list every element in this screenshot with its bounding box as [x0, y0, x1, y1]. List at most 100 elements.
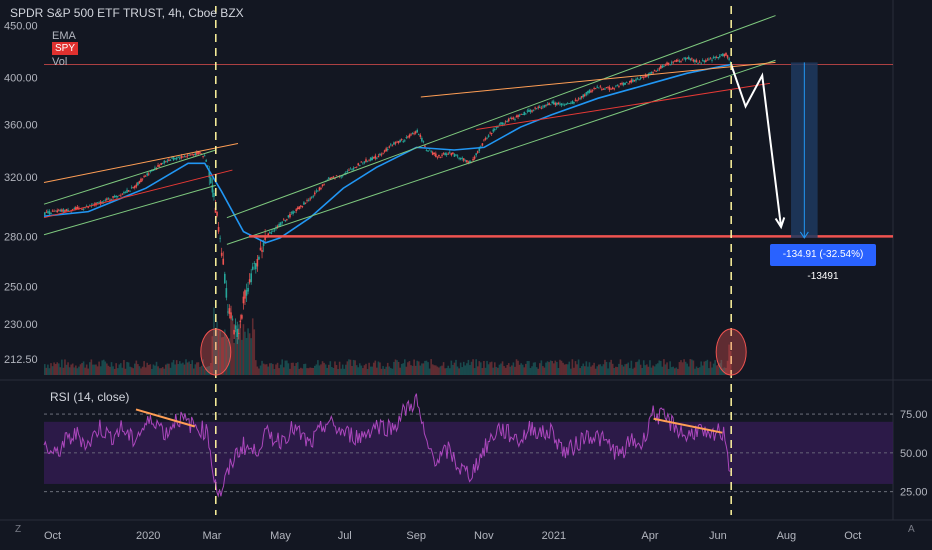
candle-body — [143, 176, 145, 178]
candle-body — [503, 123, 505, 125]
volume-bar — [298, 368, 301, 375]
volume-bar — [81, 362, 83, 375]
candle-body — [205, 160, 207, 162]
volume-bar — [85, 364, 88, 375]
ema-label: EMA — [52, 30, 76, 42]
candle-body — [123, 192, 125, 194]
volume-bar — [461, 367, 464, 375]
volume-bar — [262, 363, 265, 375]
volume-bar — [199, 366, 201, 375]
candle-body — [534, 107, 536, 109]
volume-bar — [196, 362, 198, 375]
volume-bar — [456, 366, 459, 375]
volume-bar — [687, 366, 690, 375]
volume-bar — [267, 366, 270, 375]
candle-body — [639, 77, 642, 79]
candle-body — [646, 74, 648, 77]
candle-body — [85, 205, 88, 207]
volume-bar — [174, 364, 176, 375]
candle-body — [675, 60, 678, 62]
candle-body — [618, 86, 620, 87]
volume-bar — [154, 365, 156, 375]
volume-bar — [571, 359, 574, 375]
volume-bar — [300, 367, 302, 375]
volume-bar — [506, 365, 509, 375]
candle-body — [75, 207, 77, 210]
volume-bar — [67, 362, 69, 375]
candle-body — [399, 140, 401, 143]
candle-body — [677, 60, 679, 61]
price-tick-label: 400.00 — [4, 73, 38, 85]
volume-bar — [413, 359, 415, 375]
candle-body — [666, 62, 668, 65]
candle-body — [542, 106, 544, 108]
volume-bar — [75, 365, 77, 375]
candle-body — [216, 212, 218, 216]
candle-body — [374, 155, 377, 159]
volume-bar — [310, 367, 313, 375]
candle-body — [282, 219, 285, 221]
volume-bar — [113, 368, 116, 375]
volume-bar — [324, 364, 327, 375]
timezone-icon[interactable]: Z — [15, 524, 22, 535]
volume-bar — [684, 361, 687, 375]
candle-body — [658, 68, 661, 70]
time-tick-label: Jul — [338, 530, 352, 542]
candle-body — [633, 79, 636, 82]
candle-body — [717, 57, 720, 59]
volume-bar — [92, 364, 94, 375]
candle-body — [664, 64, 667, 66]
candle-body — [278, 224, 280, 227]
auto-scale-icon[interactable]: A — [908, 524, 915, 535]
volume-bar — [585, 361, 588, 375]
candle-body — [720, 54, 723, 56]
volume-bar — [419, 365, 422, 375]
volume-bar — [200, 365, 203, 375]
volume-bar — [666, 362, 668, 375]
candle-body — [435, 153, 437, 157]
volume-bar — [161, 367, 164, 375]
candle-body — [455, 154, 457, 156]
volume-bar — [242, 324, 245, 375]
candle-body — [365, 159, 367, 162]
volume-bar — [615, 366, 617, 375]
volume-bar — [424, 360, 426, 375]
measure-arrow-head — [799, 231, 809, 239]
candle-body — [624, 82, 626, 85]
volume-bar — [149, 364, 152, 375]
volume-bar — [590, 366, 592, 375]
candle-body — [261, 250, 263, 252]
volume-bar — [166, 363, 169, 375]
volume-bar — [326, 367, 329, 375]
volume-bar — [672, 366, 675, 375]
volume-bar — [726, 360, 729, 375]
candle-body — [570, 102, 572, 104]
candle-body — [444, 153, 446, 156]
volume-bar — [120, 363, 122, 375]
volume-bar — [236, 337, 239, 375]
volume-bar — [382, 366, 384, 375]
candle-body — [321, 184, 324, 187]
volume-bar — [466, 363, 468, 375]
candle-body — [303, 202, 305, 205]
volume-bar — [416, 360, 419, 375]
volume-bar — [168, 363, 170, 375]
volume-bar — [689, 359, 692, 375]
volume-bar — [504, 367, 507, 375]
red-trendline — [43, 169, 233, 219]
volume-bar — [394, 359, 397, 375]
candle-body — [236, 328, 239, 338]
candle-body — [233, 329, 235, 335]
candle-body — [691, 58, 693, 60]
candle-body — [538, 106, 541, 108]
volume-bar — [403, 359, 406, 375]
candle-body — [576, 99, 578, 101]
volume-bar — [604, 359, 606, 375]
volume-bar — [709, 361, 712, 375]
volume-bar — [594, 368, 597, 375]
candle-body — [383, 150, 386, 152]
volume-bar — [197, 362, 200, 375]
volume-bar — [700, 361, 702, 375]
candle-body — [126, 189, 128, 193]
